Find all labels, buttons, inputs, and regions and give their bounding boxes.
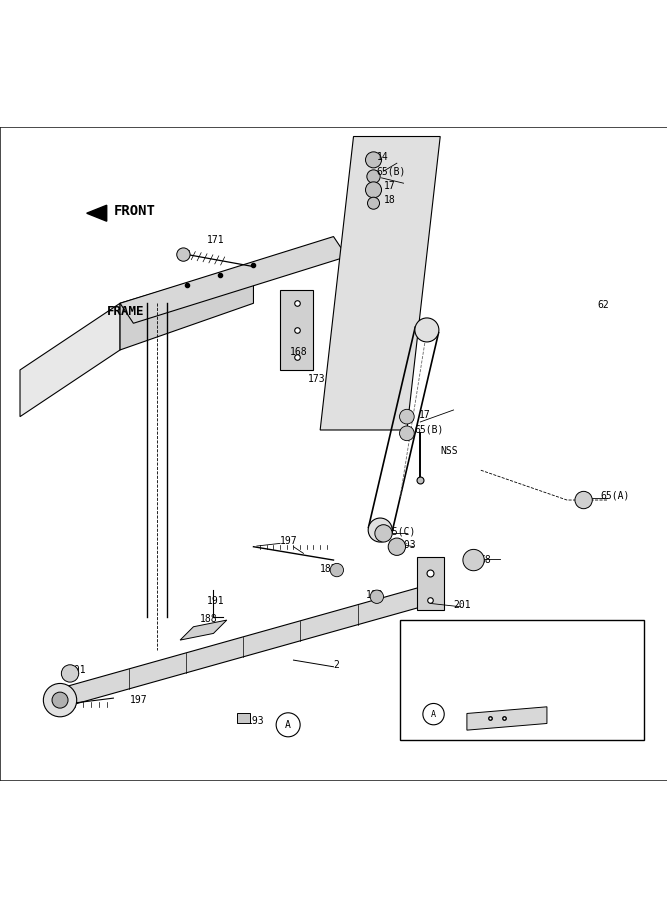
Text: NSS: NSS (440, 446, 458, 456)
Text: 168: 168 (290, 347, 307, 357)
Circle shape (52, 692, 68, 708)
Text: 173: 173 (308, 374, 325, 384)
Circle shape (370, 590, 384, 603)
Polygon shape (120, 263, 253, 350)
Text: 183: 183 (320, 563, 338, 573)
Circle shape (415, 318, 439, 342)
Text: 17: 17 (419, 410, 431, 420)
Text: 201: 201 (454, 599, 471, 609)
Polygon shape (320, 137, 440, 430)
Text: 65(B): 65(B) (415, 425, 444, 435)
Polygon shape (417, 557, 444, 610)
Circle shape (388, 538, 406, 555)
Circle shape (463, 549, 484, 571)
Circle shape (575, 491, 592, 508)
Circle shape (400, 410, 414, 424)
Polygon shape (53, 583, 434, 710)
Circle shape (366, 182, 382, 198)
Text: A: A (285, 720, 291, 730)
FancyBboxPatch shape (400, 620, 644, 740)
Text: 171: 171 (207, 235, 224, 245)
Circle shape (177, 248, 190, 261)
Text: A: A (431, 709, 436, 718)
Text: 103: 103 (399, 540, 416, 550)
Text: 2: 2 (334, 660, 340, 670)
Text: 197: 197 (280, 536, 297, 546)
Polygon shape (280, 290, 313, 370)
Text: 191: 191 (207, 597, 224, 607)
Circle shape (366, 152, 382, 168)
Polygon shape (20, 303, 120, 417)
Text: 193: 193 (247, 716, 264, 726)
Circle shape (368, 518, 392, 542)
Text: 62: 62 (597, 300, 609, 310)
Polygon shape (180, 620, 227, 640)
Circle shape (375, 525, 392, 542)
Circle shape (61, 665, 79, 682)
Text: 17: 17 (384, 181, 396, 191)
Circle shape (367, 170, 380, 184)
Polygon shape (87, 205, 107, 221)
Text: 188: 188 (200, 614, 217, 624)
Text: 68: 68 (479, 555, 491, 565)
Text: 192: 192 (544, 702, 561, 712)
Circle shape (43, 683, 77, 716)
Circle shape (368, 197, 380, 209)
Text: 197: 197 (130, 695, 147, 705)
Polygon shape (120, 237, 347, 323)
Text: 65(C): 65(C) (387, 526, 416, 536)
Text: 65(A): 65(A) (600, 491, 630, 500)
Text: FRONT: FRONT (113, 204, 155, 218)
Text: 65(B): 65(B) (377, 166, 406, 177)
Text: ASSIST SIDE: ASSIST SIDE (410, 628, 484, 638)
Bar (237, 713, 250, 724)
Circle shape (330, 563, 344, 577)
Text: FRAME: FRAME (107, 305, 144, 318)
Polygon shape (467, 706, 547, 730)
Text: 183: 183 (366, 590, 383, 599)
Circle shape (400, 426, 414, 441)
Text: 14: 14 (377, 151, 389, 161)
Text: 201: 201 (69, 665, 86, 675)
Text: 18: 18 (384, 195, 396, 205)
